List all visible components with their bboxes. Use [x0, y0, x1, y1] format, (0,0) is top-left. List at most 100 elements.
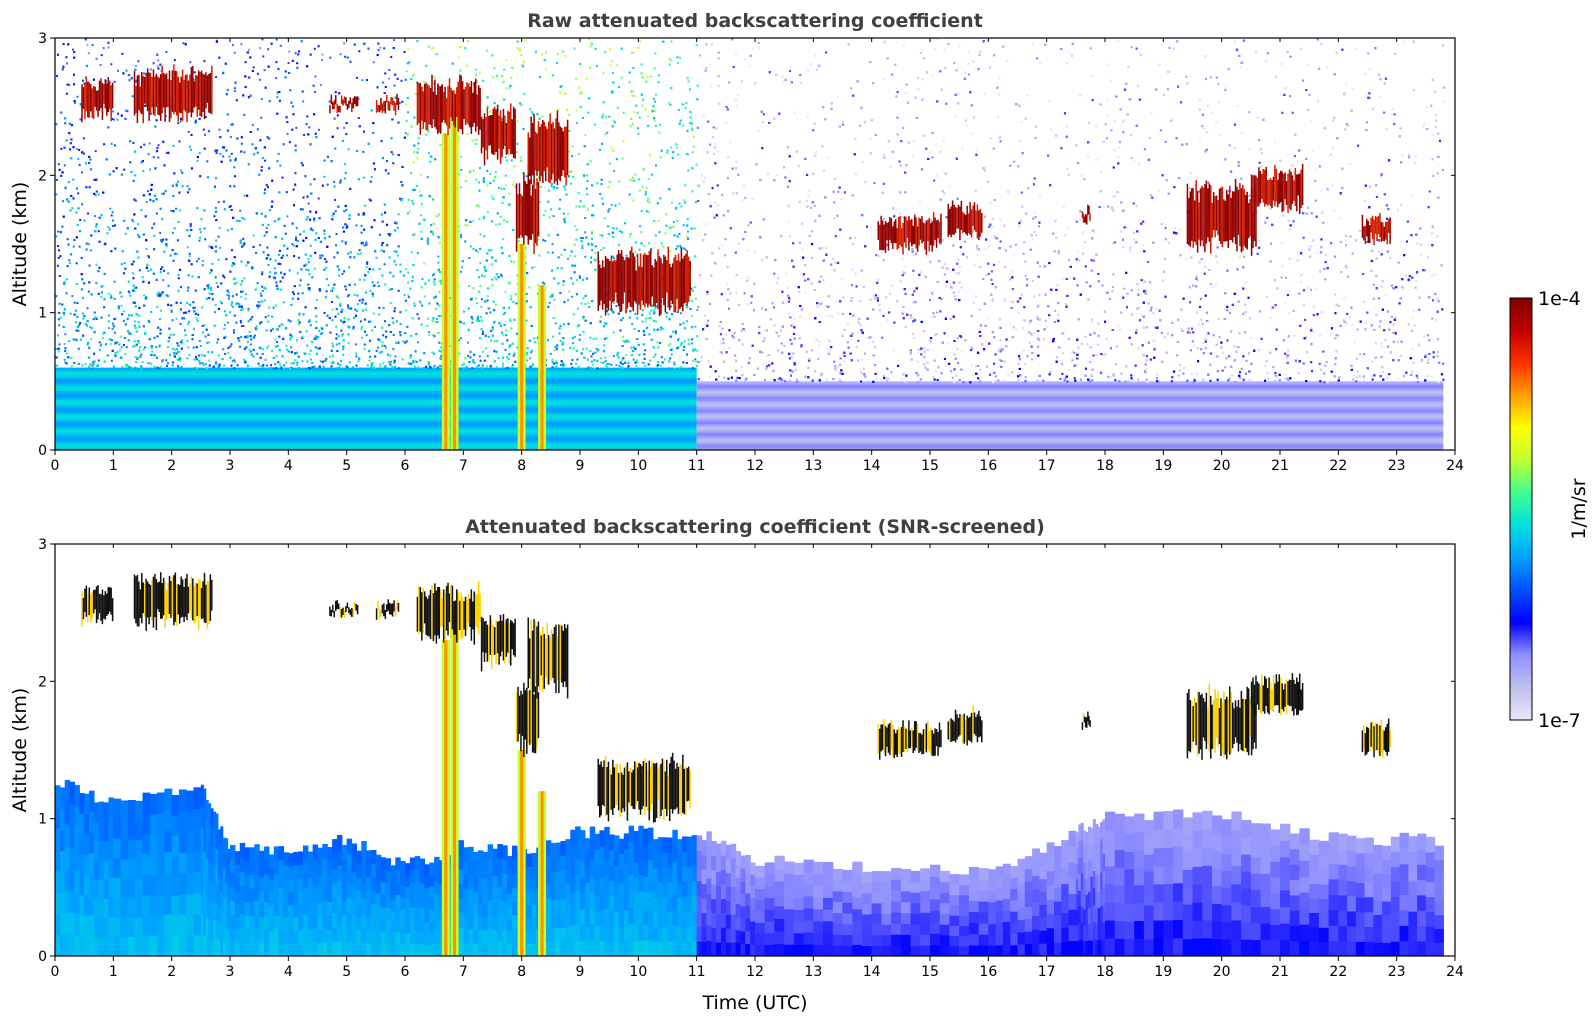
noise-pixel: [82, 152, 85, 155]
noise-pixel: [673, 361, 676, 364]
noise-pixel: [633, 327, 636, 330]
noise-pixel: [365, 79, 368, 82]
noise-pixel: [244, 61, 247, 64]
noise-pixel: [652, 97, 655, 100]
noise-pixel: [203, 227, 206, 230]
noise-pixel: [654, 100, 657, 103]
noise-pixel: [226, 294, 229, 297]
noise-pixel: [568, 290, 571, 293]
noise-pixel: [384, 85, 387, 88]
noise-pixel: [109, 207, 112, 210]
noise-pixel: [337, 366, 340, 369]
noise-pixel: [571, 264, 574, 267]
noise-pixel: [690, 127, 693, 130]
noise-pixel: [344, 55, 347, 58]
noise-pixel: [131, 272, 134, 275]
noise-pixel: [432, 366, 435, 369]
noise-pixel: [358, 50, 361, 53]
noise-pixel: [171, 231, 174, 234]
noise-pixel: [555, 362, 558, 365]
noise-pixel: [189, 225, 192, 228]
noise-pixel: [129, 140, 132, 143]
noise-pixel: [334, 198, 337, 201]
noise-pixel: [308, 288, 311, 291]
noise-pixel: [419, 190, 422, 193]
noise-pixel: [57, 350, 60, 353]
noise-pixel: [273, 220, 276, 223]
noise-pixel: [429, 160, 432, 163]
noise-pixel: [233, 87, 236, 90]
noise-pixel: [608, 208, 611, 211]
noise-pixel: [653, 67, 656, 70]
noise-pixel: [162, 279, 165, 282]
noise-pixel: [63, 313, 66, 316]
noise-pixel: [684, 107, 687, 110]
noise-pixel: [335, 333, 338, 336]
noise-pixel: [591, 204, 594, 207]
noise-pixel: [473, 361, 476, 364]
noise-pixel: [326, 183, 329, 186]
noise-pixel: [331, 308, 334, 311]
noise-pixel: [339, 179, 342, 182]
noise-pixel: [682, 224, 685, 227]
noise-pixel: [490, 195, 493, 198]
noise-pixel: [644, 320, 647, 323]
noise-pixel: [493, 350, 496, 353]
noise-pixel: [543, 282, 546, 285]
noise-pixel: [382, 361, 385, 364]
noise-pixel: [493, 67, 496, 70]
noise-pixel: [482, 350, 485, 353]
noise-pixel: [193, 71, 196, 74]
noise-pixel: [533, 265, 536, 268]
noise-pixel: [635, 361, 638, 364]
noise-pixel: [508, 254, 511, 257]
noise-pixel: [509, 318, 512, 321]
noise-pixel: [305, 123, 308, 126]
noise-pixel: [198, 339, 201, 342]
noise-pixel: [471, 321, 474, 324]
noise-pixel: [227, 291, 230, 294]
noise-pixel: [500, 187, 503, 190]
noise-pixel: [319, 254, 322, 257]
noise-pixel: [362, 176, 365, 179]
noise-pixel: [204, 238, 207, 241]
noise-pixel: [406, 96, 409, 99]
noise-pixel: [288, 141, 291, 144]
noise-pixel: [461, 260, 464, 263]
noise-pixel: [317, 237, 320, 240]
noise-pixel: [219, 246, 222, 249]
noise-pixel: [279, 363, 282, 366]
noise-pixel: [498, 223, 501, 226]
noise-pixel: [269, 366, 272, 369]
noise-pixel: [431, 230, 434, 233]
noise-pixel: [307, 202, 310, 205]
noise-pixel: [97, 359, 100, 362]
noise-pixel: [552, 215, 555, 218]
noise-pixel: [691, 122, 694, 125]
noise-pixel: [63, 164, 66, 167]
noise-pixel: [687, 80, 690, 83]
noise-pixel: [384, 72, 387, 75]
noise-pixel: [235, 281, 238, 284]
noise-pixel: [134, 199, 137, 202]
noise-pixel: [431, 334, 434, 337]
noise-pixel: [296, 272, 299, 275]
noise-pixel: [111, 224, 114, 227]
noise-pixel: [691, 338, 694, 341]
noise-pixel: [642, 98, 645, 101]
noise-pixel: [393, 84, 396, 87]
noise-pixel: [522, 65, 525, 68]
noise-pixel: [419, 302, 422, 305]
noise-pixel: [245, 346, 248, 349]
noise-pixel: [104, 343, 107, 346]
noise-pixel: [569, 182, 572, 185]
noise-pixel: [365, 266, 368, 269]
noise-pixel: [413, 73, 416, 76]
noise-pixel: [465, 121, 468, 124]
noise-pixel: [570, 277, 573, 280]
noise-pixel: [467, 354, 470, 357]
noise-pixel: [241, 217, 244, 220]
noise-pixel: [334, 210, 337, 213]
noise-pixel: [65, 92, 68, 95]
noise-pixel: [329, 331, 332, 334]
